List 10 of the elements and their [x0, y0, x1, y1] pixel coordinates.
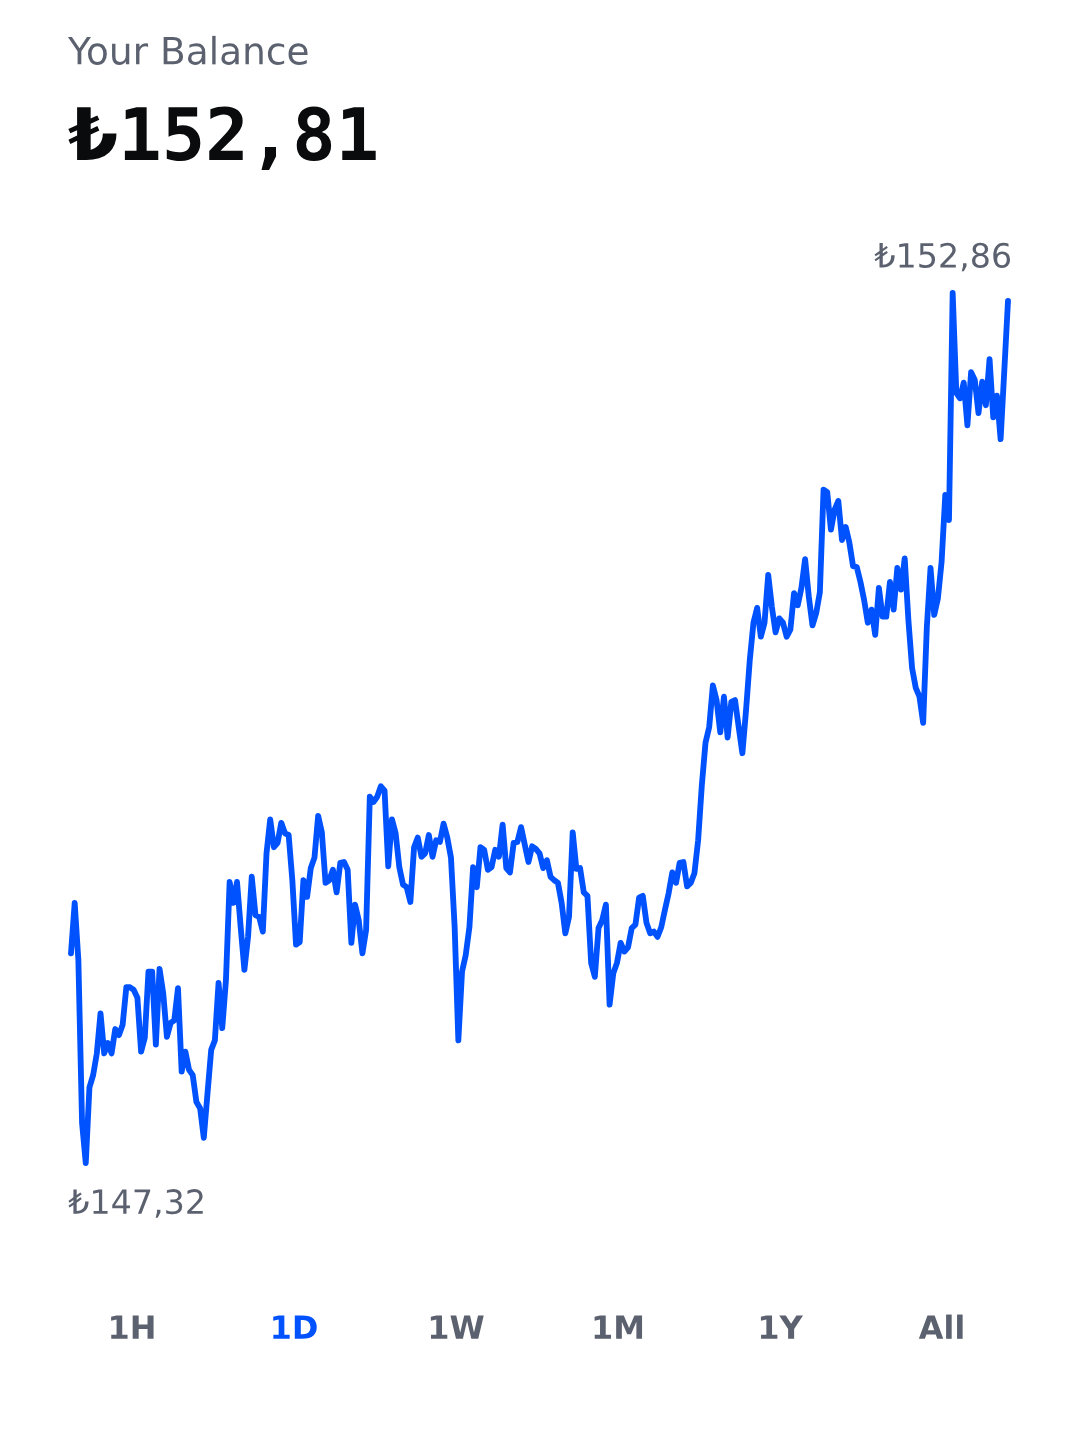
- text: ₺152,86: [874, 242, 1011, 272]
- chart-subtitle: ₺152,81: [68, 106, 376, 171]
- category-label: 1W: [430, 1315, 484, 1339]
- category-label: All: [918, 1314, 963, 1339]
- chart-title: Your Balance: [67, 35, 308, 65]
- category-label: 1Y: [760, 1315, 803, 1339]
- category-label: 1M: [594, 1315, 643, 1339]
- category-label: 1D: [273, 1315, 317, 1339]
- text: ₺147,32: [68, 1189, 203, 1218]
- category-label: 1H: [111, 1315, 154, 1339]
